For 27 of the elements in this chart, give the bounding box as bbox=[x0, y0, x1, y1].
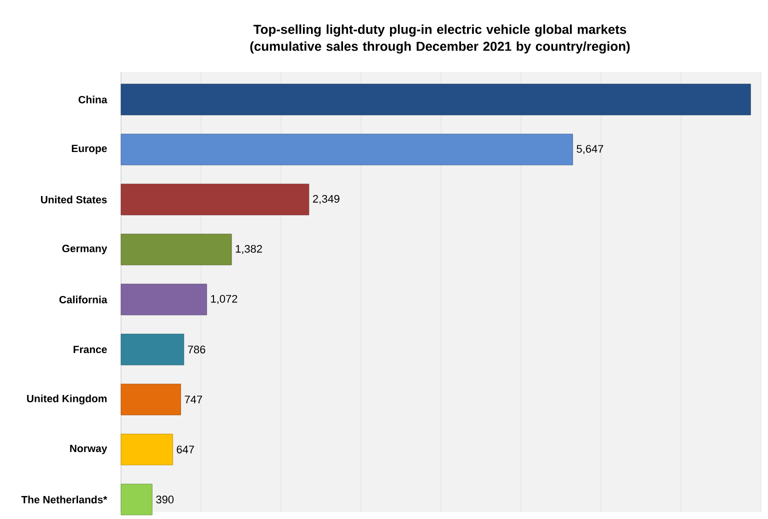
data-label: 2,349 bbox=[312, 195, 340, 204]
y-tick-label: Norway bbox=[70, 444, 108, 454]
bar bbox=[120, 384, 181, 416]
y-tick-label: Germany bbox=[62, 244, 108, 254]
y-tick-label: Europe bbox=[72, 144, 107, 154]
data-label: 647 bbox=[176, 446, 194, 454]
bar bbox=[120, 284, 207, 316]
bar bbox=[120, 434, 173, 466]
data-label: 786 bbox=[188, 346, 206, 354]
y-tick-label: France bbox=[74, 346, 107, 354]
bar bbox=[120, 234, 232, 266]
data-label: 747 bbox=[184, 396, 202, 404]
y-tick-label: California bbox=[59, 296, 108, 304]
bar bbox=[120, 334, 184, 366]
y-tick-label: United Kingdom bbox=[27, 394, 107, 404]
data-label: 5,647 bbox=[576, 145, 604, 154]
bar bbox=[120, 484, 152, 516]
y-tick-label: The Netherlands* bbox=[21, 496, 108, 504]
data-label: 390 bbox=[156, 496, 174, 504]
data-label: 1,382 bbox=[236, 245, 262, 254]
bar bbox=[120, 84, 751, 116]
chart-title: Top-selling light-duty plug-in electric vehicle global markets (cumulative sales through December 2021 by country/region) bbox=[250, 24, 630, 54]
y-tick-label: United States bbox=[41, 196, 107, 204]
bar bbox=[120, 134, 573, 166]
y-tick-label: China bbox=[78, 96, 108, 104]
bar bbox=[120, 184, 310, 216]
data-label: 1,072 bbox=[211, 295, 238, 304]
